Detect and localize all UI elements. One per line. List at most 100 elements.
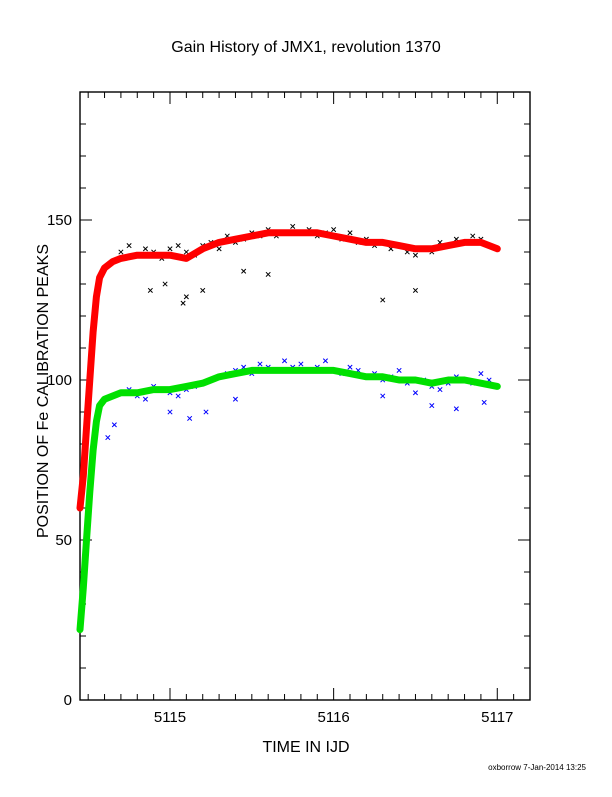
data-point xyxy=(183,383,190,390)
data-point xyxy=(90,447,97,454)
data-point xyxy=(96,274,103,281)
data-point xyxy=(429,403,435,409)
data-point xyxy=(347,364,353,370)
data-point xyxy=(167,386,173,393)
series-3 xyxy=(105,393,487,441)
data-point xyxy=(314,367,321,374)
data-point xyxy=(380,297,386,303)
data-point xyxy=(257,361,263,367)
data-point xyxy=(494,245,501,252)
x-axis-label: TIME IN IJD xyxy=(262,739,349,756)
data-point xyxy=(396,377,403,383)
data-point xyxy=(203,409,209,415)
data-point xyxy=(109,393,116,399)
data-point xyxy=(167,246,173,252)
data-point xyxy=(150,386,157,393)
data-point xyxy=(199,380,206,387)
series-4 xyxy=(76,229,501,512)
fit-line xyxy=(76,366,501,634)
data-point xyxy=(142,396,149,402)
data-point xyxy=(167,409,173,415)
data-point xyxy=(412,390,419,396)
data-point xyxy=(461,377,468,383)
data-point xyxy=(232,396,239,402)
data-point xyxy=(142,246,149,252)
data-point xyxy=(126,243,132,249)
y-tick-label: 50 xyxy=(55,532,72,549)
data-point xyxy=(265,229,272,236)
data-point xyxy=(347,370,353,377)
data-point xyxy=(200,287,206,293)
data-point xyxy=(199,245,206,252)
data-point xyxy=(175,393,181,399)
y-tick-label: 0 xyxy=(64,692,72,709)
data-point xyxy=(347,236,353,243)
data-point xyxy=(428,380,435,387)
data-point xyxy=(437,387,443,393)
data-marks xyxy=(76,223,501,634)
data-point xyxy=(248,367,255,374)
x-tick-label: 5117 xyxy=(481,709,513,726)
data-point xyxy=(96,402,103,409)
data-point xyxy=(77,505,83,511)
data-point xyxy=(396,367,402,373)
data-point xyxy=(331,227,337,233)
data-point xyxy=(445,242,452,249)
data-point xyxy=(322,358,329,364)
data-point xyxy=(134,252,141,259)
data-point xyxy=(363,373,370,380)
data-point xyxy=(175,243,181,249)
data-point xyxy=(297,229,304,236)
x-tick-label: 5115 xyxy=(154,709,186,726)
data-point xyxy=(117,255,124,262)
y-axis-label: POSITION OF Fe CALIBRATION PEAKS xyxy=(35,244,52,538)
data-point xyxy=(117,389,124,396)
data-point xyxy=(412,245,419,252)
axis-ticks: 5115 5116 5117 0 50 100 150 xyxy=(47,91,531,726)
data-point xyxy=(183,249,189,255)
data-point xyxy=(93,418,100,425)
data-point xyxy=(162,281,168,287)
data-point xyxy=(281,358,288,364)
data-point xyxy=(111,422,117,428)
data-point xyxy=(183,294,189,300)
footer-signature: oxborrow 7-Jan-2014 13:25 xyxy=(488,763,586,772)
data-point xyxy=(109,258,116,265)
data-point xyxy=(80,473,87,479)
y-tick-label: 150 xyxy=(47,212,72,229)
data-point xyxy=(150,252,157,259)
data-point xyxy=(298,361,304,367)
data-point xyxy=(314,229,321,236)
data-point xyxy=(187,415,193,421)
data-point xyxy=(477,380,484,387)
data-point xyxy=(478,371,484,377)
data-point xyxy=(428,245,435,252)
data-point xyxy=(396,242,403,249)
data-point xyxy=(134,389,141,396)
data-point xyxy=(412,287,419,293)
data-point xyxy=(494,383,501,390)
x-tick-label: 5116 xyxy=(318,709,350,726)
data-point xyxy=(379,373,386,380)
plot-frame xyxy=(79,91,531,701)
y-tick-label: 100 xyxy=(47,372,72,389)
data-point xyxy=(453,406,459,412)
data-point xyxy=(297,367,304,374)
data-point xyxy=(232,370,239,377)
data-point xyxy=(477,239,484,246)
data-point xyxy=(216,373,223,380)
data-point xyxy=(445,377,452,383)
data-point xyxy=(265,271,271,277)
data-point xyxy=(330,233,337,239)
data-point xyxy=(265,367,272,374)
data-point xyxy=(481,399,487,405)
data-point xyxy=(105,435,111,441)
data-point xyxy=(470,233,476,239)
data-point xyxy=(180,300,186,306)
data-point xyxy=(83,537,90,543)
data-point xyxy=(281,229,288,236)
data-point xyxy=(77,626,83,633)
data-point xyxy=(83,425,90,431)
data-point xyxy=(241,268,247,274)
